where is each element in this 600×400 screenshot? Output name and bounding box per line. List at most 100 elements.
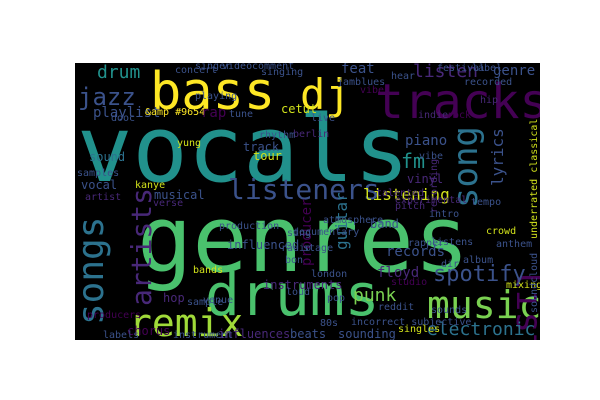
cloud-word: reddit [378,302,414,313]
cloud-word: video [222,63,252,72]
cloud-word: singing [261,67,303,78]
cloud-word: bands [193,265,223,276]
cloud-word: samples [77,168,119,179]
cloud-word: indie [418,110,448,121]
cloud-word: singles [398,324,440,335]
cloud-word: vocal [81,178,117,192]
cloud-word: influences [218,327,290,340]
cloud-word: rap [201,105,226,121]
cloud-word: listens [431,237,473,248]
cloud-word: listening [363,185,450,204]
cloud-word: producer [299,199,315,266]
cloud-word: dir [441,259,459,270]
cloud-word: labels [103,330,139,340]
cloud-word: dooc [111,113,135,124]
cloud-word: incorrect subjective [351,317,471,328]
cloud-word: artist [85,192,121,203]
cloud-word: fm [401,149,425,173]
cloud-word: stage [303,243,333,254]
cloud-word: documentary [293,227,359,238]
cloud-word: listeners [228,173,380,206]
cloud-word: soundcloud [529,253,540,313]
cloud-word: bass [150,63,275,122]
cloud-word: beats [290,327,326,340]
cloud-word: producers [87,310,141,321]
cloud-word: artists [125,188,158,306]
cloud-word: vocals [77,96,409,203]
cloud-word: underrated classical [529,119,540,239]
cloud-word: recorded [464,77,512,88]
cloud-word: atmosphere [323,215,383,226]
cloud-word: piano [405,133,447,149]
cloud-word: london [311,269,347,280]
cloud-word: tune [229,109,253,120]
cloud-word: recording [429,159,440,213]
cloud-word: sing [287,228,311,239]
cloud-word: sample [187,297,223,308]
cloud-word: records [386,244,445,260]
cloud-word: intro [429,209,459,220]
cloud-word: playlist [93,105,160,121]
cloud-word: songs [75,217,112,325]
cloud-word: vibes [360,85,390,96]
cloud-word: rock [447,110,471,121]
cloud-word: music [427,283,540,327]
cloud-word: concert [175,65,217,76]
cloud-word: genre [493,63,535,79]
cloud-word: chorus [127,324,170,338]
cloud-word: instruments [263,278,342,292]
cloud-word: vibe [419,151,443,162]
cloud-word: yung [177,138,201,149]
cloud-word: mixing [506,280,540,291]
cloud-word: tour [253,149,282,163]
cloud-word: &amp #9654 [145,107,205,118]
cloud-word: instrument [173,330,233,340]
cloud-word: tempo [471,197,501,208]
cloud-word: tracks [375,74,540,130]
cloud-word: drum [97,63,140,83]
cloud-word: pitch [395,201,425,212]
cloud-word: rhythm [259,130,295,141]
cloud-word: hip [480,95,498,106]
cloud-word: festival [437,63,485,74]
cloud-word: genres [137,186,469,293]
cloud-word: production [219,221,279,232]
word-cloud-canvas: vocals genres drums bass tracks dj listeners so… [75,63,540,340]
cloud-word: jazz [78,83,136,111]
cloud-word: verse [153,198,183,209]
cloud-word: punk [353,285,397,306]
cloud-word: pop [327,293,345,304]
cloud-word: anthem [496,239,532,250]
cloud-word: experimental [395,195,467,206]
cloud-word: hop [163,291,185,305]
cloud-word: vinyl [407,172,443,186]
cloud-word: sounding [338,327,396,340]
cloud-word: talented [376,188,424,199]
cloud-word: berlin [293,129,329,140]
cloud-word: dj [300,70,351,119]
cloud-word: radio [281,243,311,254]
cloud-word: kanye [135,180,165,191]
cloud-word: musical [154,188,205,202]
cloud-word: influenced [227,238,299,252]
cloud-word: live [311,113,335,124]
cloud-word: song [446,126,486,208]
cloud-word: sounds [431,305,467,316]
cloud-word: lyrics [488,128,507,186]
cloud-word: remix [129,301,243,340]
cloud-word: jamblues [337,77,385,88]
cloud-word: crowd [486,226,516,237]
cloud-word: singer [195,63,231,72]
cloud-word: listened [508,268,540,340]
cloud-word: comment [252,63,294,72]
cloud-word: track [243,140,280,154]
cloud-word: floyd [377,265,419,281]
cloud-word: venue [203,295,233,306]
cloud-word: cetut [281,102,317,116]
cloud-word: sound [89,150,125,164]
cloud-word: 80s [320,318,338,329]
cloud-word: electronic [427,319,535,340]
cloud-word: studio [391,277,427,288]
cloud-word: album [463,255,493,266]
